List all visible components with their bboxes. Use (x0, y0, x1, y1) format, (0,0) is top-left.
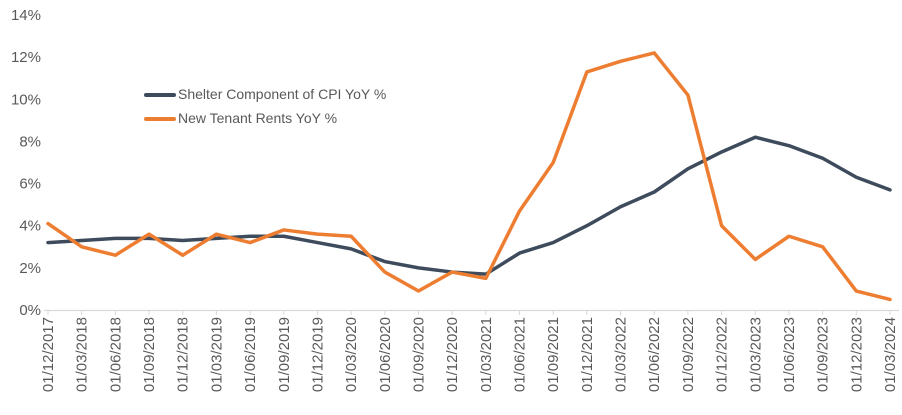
y-axis-label: 2% (19, 260, 41, 277)
x-axis-label: 01/09/2023 (815, 317, 832, 392)
x-axis-label: 01/03/2019 (208, 317, 225, 392)
x-axis-label: 01/03/2022 (613, 317, 630, 392)
new-tenant-rents-line-swatch (144, 116, 176, 121)
x-axis-label: 01/06/2023 (781, 317, 798, 392)
legend-item-shelter-cpi[interactable]: Shelter Component of CPI YoY % (144, 86, 386, 103)
x-axis-label: 01/06/2018 (107, 317, 124, 392)
x-axis-label: 01/09/2020 (410, 317, 427, 392)
y-axis-label: 6% (19, 176, 41, 193)
new-tenant-rents-legend-label: New Tenant Rents YoY % (178, 110, 338, 126)
x-axis-label: 01/03/2018 (74, 317, 91, 392)
x-axis-label: 01/03/2024 (882, 317, 899, 392)
x-axis-label: 01/03/2020 (343, 317, 360, 392)
y-axis-label: 8% (19, 133, 41, 150)
x-axis-label: 01/09/2018 (141, 317, 158, 392)
x-axis-label: 01/12/2022 (714, 317, 731, 392)
x-axis-label: 01/09/2021 (545, 317, 562, 392)
x-axis-label: 01/06/2022 (646, 317, 663, 392)
legend-item-new-tenant-rents[interactable]: New Tenant Rents YoY % (144, 110, 386, 127)
x-axis-label: 01/12/2021 (579, 317, 596, 392)
series-line-shelter-cpi (46, 135, 892, 276)
x-axis-label: 01/06/2020 (377, 317, 394, 392)
x-axis-label: 01/06/2021 (512, 317, 529, 392)
x-axis-label: 01/06/2019 (242, 317, 259, 392)
x-axis-label: 01/12/2020 (444, 317, 461, 392)
chart-legend: Shelter Component of CPI YoY % New Tenan… (144, 86, 386, 127)
x-axis-label: 01/09/2019 (276, 317, 293, 392)
y-axis-label: 12% (11, 49, 41, 66)
y-axis-label: 14% (11, 7, 41, 24)
x-axis-label: 01/12/2019 (309, 317, 326, 392)
x-axis-label: 01/12/2018 (175, 317, 192, 392)
x-axis-label: 01/09/2022 (680, 317, 697, 392)
shelter-cpi-line-swatch (144, 92, 176, 97)
series-line-new-tenant-rents (46, 51, 892, 302)
y-axis-label: 10% (11, 91, 41, 108)
x-axis-label: 01/12/2017 (40, 317, 57, 392)
y-axis-label: 4% (19, 218, 41, 235)
shelter-cpi-legend-label: Shelter Component of CPI YoY % (178, 86, 387, 102)
x-axis-label: 01/03/2021 (478, 317, 495, 392)
y-axis-label: 0% (19, 302, 41, 319)
x-axis-label: 01/12/2023 (848, 317, 865, 392)
x-axis-label: 01/03/2023 (747, 317, 764, 392)
